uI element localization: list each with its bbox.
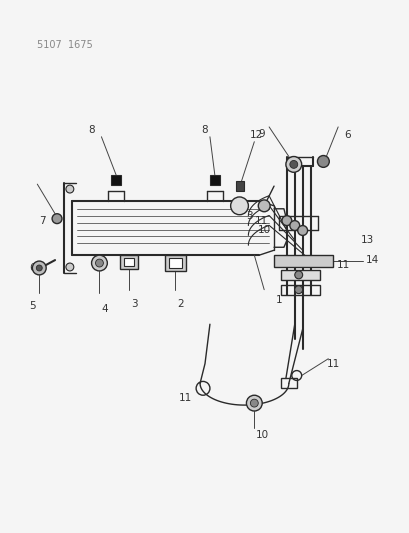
Text: 4: 4 [101, 304, 108, 314]
Circle shape [52, 214, 62, 223]
Text: 14: 14 [365, 255, 378, 265]
Text: 11: 11 [326, 359, 339, 369]
Text: 3: 3 [130, 300, 137, 310]
Text: 6: 6 [344, 130, 351, 140]
Circle shape [289, 160, 297, 168]
Text: 10: 10 [257, 225, 270, 236]
Circle shape [32, 261, 46, 275]
Text: 11: 11 [254, 216, 267, 225]
Circle shape [95, 259, 103, 267]
Circle shape [250, 399, 258, 407]
Bar [111, 175, 121, 185]
Bar [168, 258, 182, 268]
Bar [280, 285, 319, 295]
Circle shape [246, 395, 262, 411]
Text: 11: 11 [178, 393, 191, 403]
Circle shape [317, 156, 328, 167]
Text: 12: 12 [249, 130, 262, 140]
Text: 2: 2 [177, 300, 183, 310]
Circle shape [297, 225, 307, 236]
Circle shape [294, 286, 302, 294]
Text: 6: 6 [29, 263, 36, 273]
Bar [280, 378, 296, 389]
Text: 3: 3 [245, 211, 252, 221]
Text: 9: 9 [257, 129, 264, 139]
Text: 5: 5 [29, 302, 36, 311]
Circle shape [66, 185, 74, 193]
Bar [280, 270, 319, 280]
Bar [164, 255, 186, 271]
Text: 5107  1675: 5107 1675 [37, 40, 93, 50]
Circle shape [281, 216, 291, 225]
Text: 8: 8 [88, 125, 94, 135]
Text: 7: 7 [39, 216, 45, 225]
Bar [273, 255, 333, 267]
Circle shape [36, 265, 42, 271]
Circle shape [91, 255, 107, 271]
Bar [209, 175, 219, 185]
Circle shape [285, 157, 301, 172]
Circle shape [294, 271, 302, 279]
Text: 10: 10 [255, 430, 268, 440]
Circle shape [66, 263, 74, 271]
Bar [235, 181, 244, 191]
Bar [124, 258, 134, 266]
Bar [120, 255, 137, 269]
Text: 13: 13 [360, 236, 373, 245]
Text: 11: 11 [336, 260, 349, 270]
Circle shape [230, 197, 248, 215]
Text: 1: 1 [275, 295, 282, 304]
Text: 8: 8 [201, 125, 208, 135]
Circle shape [289, 221, 299, 230]
Circle shape [258, 200, 270, 212]
